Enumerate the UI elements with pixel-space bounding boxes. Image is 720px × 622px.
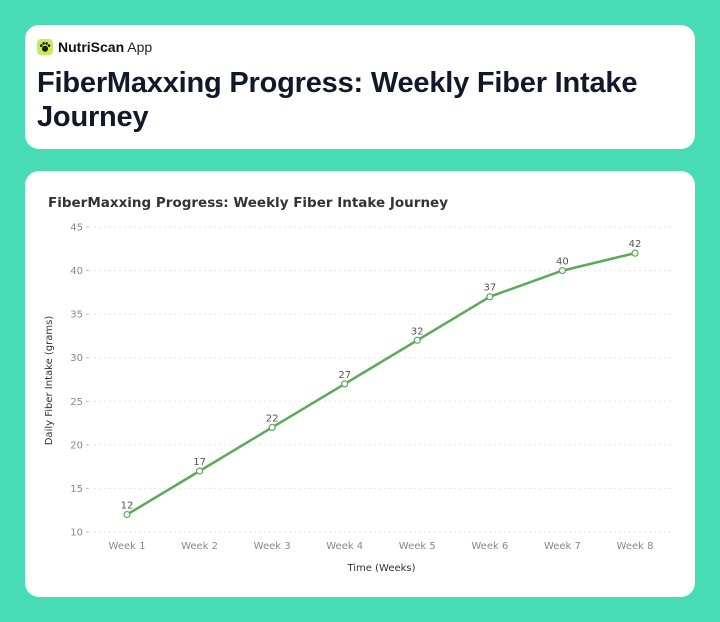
x-tick-label: Week 7	[544, 541, 581, 552]
y-tick-label: 20	[70, 440, 83, 451]
chart-title: FiberMaxxing Progress: Weekly Fiber Inta…	[48, 195, 448, 211]
data-label: 40	[556, 257, 569, 268]
y-tick-label: 25	[70, 397, 83, 408]
y-tick-label: 10	[70, 528, 83, 539]
data-label: 12	[121, 501, 134, 512]
y-axis-ticks: 10 15 20 25 30 35 40 45	[70, 223, 89, 539]
brand-name: NutriScan App	[58, 39, 152, 55]
data-point	[123, 510, 131, 519]
x-axis-label: Time (Weeks)	[346, 563, 415, 574]
brand-name-bold: NutriScan	[58, 39, 125, 55]
data-point	[195, 467, 204, 475]
y-axis-label: Daily Fiber Intake (grams)	[44, 316, 55, 446]
x-tick-label: Week 5	[399, 541, 436, 552]
data-label: 42	[629, 239, 642, 250]
data-label: 22	[266, 413, 279, 424]
paw-icon	[37, 39, 53, 55]
y-tick-label: 15	[70, 484, 83, 495]
data-point	[558, 266, 567, 275]
x-tick-label: Week 4	[326, 541, 363, 552]
data-point	[631, 249, 639, 257]
page-title: FiberMaxxing Progress: Weekly Fiber Inta…	[37, 67, 638, 133]
data-label: 17	[193, 457, 206, 468]
data-point	[268, 423, 276, 432]
x-tick-label: Week 1	[109, 541, 146, 552]
x-axis-ticks: Week 1 Week 2 Week 3 Week 4 Week 5 Week 6 Week…	[109, 541, 654, 552]
x-tick-label: Week 8	[617, 541, 654, 552]
series-line	[125, 251, 637, 516]
data-label: 32	[411, 326, 424, 337]
y-tick-label: 40	[70, 266, 83, 277]
data-point	[341, 380, 349, 388]
data-labels: 12 17 22 27 32 37 40 42	[121, 239, 642, 511]
data-label: 37	[483, 283, 496, 294]
chart-card: FiberMaxxing Progress: Weekly Fiber Inta…	[25, 171, 695, 597]
header-card: NutriScan App FiberMaxxing Progress: Wee…	[25, 25, 695, 149]
brand: NutriScan App	[37, 37, 683, 57]
y-tick-label: 35	[70, 310, 83, 321]
data-point	[486, 293, 494, 301]
grid-lines	[94, 226, 671, 533]
y-tick-label: 30	[70, 353, 83, 364]
x-tick-label: Week 6	[471, 541, 508, 552]
x-tick-label: Week 2	[181, 541, 218, 552]
data-point	[413, 336, 421, 344]
y-tick-label: 45	[70, 223, 83, 234]
line-chart: FiberMaxxing Progress: Weekly Fiber Inta…	[44, 195, 671, 574]
data-label: 27	[338, 370, 351, 381]
x-tick-label: Week 3	[254, 541, 291, 552]
data-points	[123, 249, 639, 519]
brand-suffix: App	[127, 39, 153, 55]
